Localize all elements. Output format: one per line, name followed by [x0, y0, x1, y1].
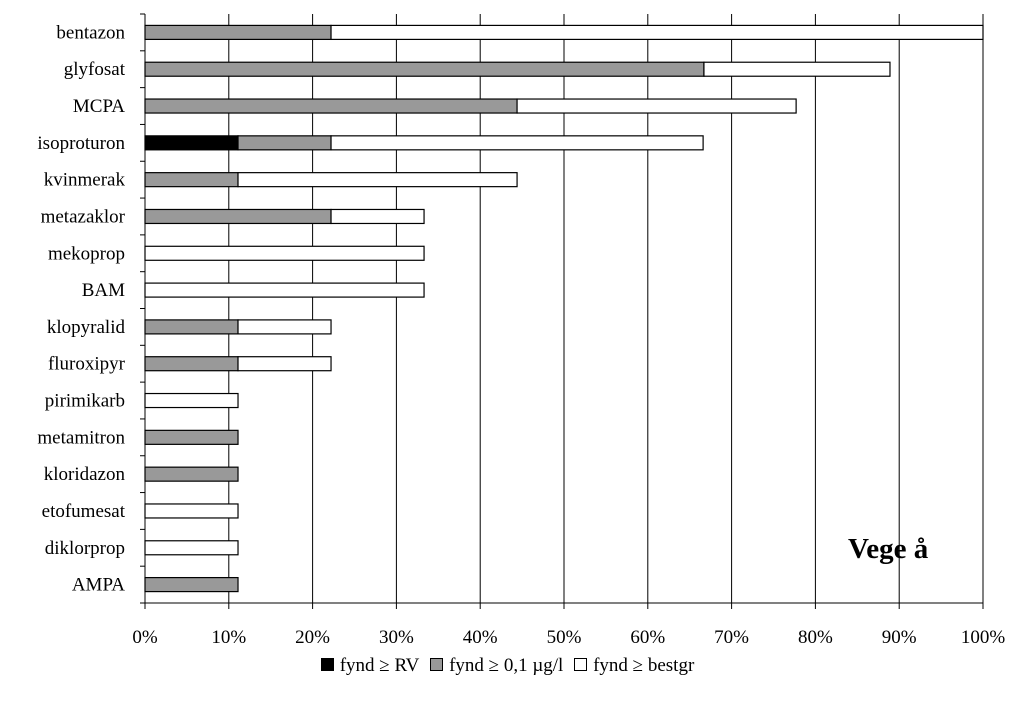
x-tick-label: 90% [882, 627, 917, 648]
legend-label-bestgr: fynd ≥ bestgr [593, 655, 695, 676]
category-labels: bentazon glyfosat MCPA isoproturon kvinmerak… [37, 22, 125, 595]
bar-segment [144, 576, 239, 593]
bar-segment [144, 540, 239, 556]
legend-swatch-rv [320, 658, 334, 671]
bar-segment [144, 503, 239, 519]
x-tick-label: 20% [295, 627, 330, 648]
category-label: glyfosat [64, 59, 126, 80]
bar-segment [144, 392, 239, 409]
bar-segment [144, 245, 425, 261]
x-tick-label: 70% [714, 627, 749, 648]
category-label: klopyralid [47, 317, 126, 338]
x-tick-label: 0% [132, 627, 158, 648]
bar-segment [144, 172, 239, 188]
category-label: MCPA [73, 96, 125, 117]
x-tick-label: 80% [798, 627, 833, 648]
bar-segment [144, 429, 239, 445]
legend-item-bestgr: fynd ≥ bestgr [574, 655, 694, 677]
x-tick-label: 60% [630, 627, 665, 648]
x-tick-label: 10% [211, 627, 246, 648]
legend-label-rv: fynd ≥ RV [339, 655, 420, 676]
panel-annotation: Vege å [848, 533, 929, 565]
bar-segment [144, 319, 239, 335]
category-label: metazaklor [41, 206, 126, 227]
x-tick-label: 50% [547, 627, 582, 648]
x-tick-labels: 0% 10% 20% 30% 40% 50% 60% 70% 80% 90% 100% [132, 627, 1005, 648]
legend-item-rv: fynd ≥ RV [320, 655, 420, 677]
bar-segment [144, 98, 518, 114]
legend-label-01: fynd ≥ 0,1 µg/l [449, 655, 564, 676]
category-label: kvinmerak [44, 170, 126, 191]
category-label: mekoprop [48, 243, 125, 264]
x-tick-label: 40% [463, 627, 498, 648]
category-label: diklorprop [45, 538, 125, 559]
bar-segment [237, 356, 332, 372]
category-label: etofumesat [42, 501, 126, 522]
bar-segment [144, 135, 239, 151]
bar-segment [330, 208, 425, 225]
bar-segment [237, 319, 332, 335]
stacked-bar-chart: bentazon glyfosat MCPA isoproturon kvinmerak… [37, 13, 1005, 648]
legend: fynd ≥ RV fynd ≥ 0,1 µg/l fynd ≥ bestgr [0, 655, 1015, 677]
bar-segment [330, 24, 984, 41]
bar-segment [144, 466, 239, 482]
bar-segment [516, 98, 797, 114]
bar-segment [144, 356, 239, 372]
bar-segment [237, 172, 518, 188]
category-label: isoproturon [37, 133, 125, 154]
bar-segment [703, 61, 891, 77]
legend-swatch-01 [430, 658, 444, 671]
x-tick-label: 30% [379, 627, 414, 648]
bars [144, 24, 984, 593]
category-label: kloridazon [44, 464, 126, 485]
category-label: bentazon [56, 22, 125, 43]
bar-segment [144, 61, 705, 77]
category-label: AMPA [72, 575, 125, 596]
bar-segment [330, 135, 704, 151]
legend-item-01: fynd ≥ 0,1 µg/l [430, 655, 563, 677]
bar-segment [144, 24, 332, 41]
category-label: metamitron [37, 427, 125, 448]
bar-segment [144, 208, 332, 225]
legend-swatch-bestgr [574, 658, 588, 671]
axes [140, 13, 984, 609]
category-label: fluroxipyr [48, 354, 126, 375]
bar-segment [144, 282, 425, 298]
category-label: pirimikarb [45, 391, 125, 412]
bar-segment [237, 135, 332, 151]
category-label: BAM [82, 280, 125, 301]
x-tick-label: 100% [961, 627, 1006, 648]
